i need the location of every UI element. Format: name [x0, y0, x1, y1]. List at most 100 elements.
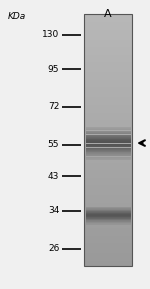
Bar [85, 133, 130, 134]
Bar [85, 159, 130, 160]
Bar [84, 37, 132, 40]
Bar [84, 228, 132, 231]
Bar [85, 157, 130, 158]
Bar [84, 19, 132, 22]
Bar [84, 168, 132, 170]
Bar [84, 14, 132, 266]
Bar [84, 165, 132, 168]
Bar [84, 201, 132, 203]
Bar [85, 153, 130, 154]
Bar [84, 115, 132, 118]
Bar [84, 253, 132, 256]
Bar [85, 216, 130, 217]
Bar [84, 85, 132, 87]
Bar [84, 155, 132, 158]
Bar [84, 188, 132, 190]
Bar [84, 127, 132, 130]
Bar [84, 248, 132, 251]
Bar [85, 146, 130, 147]
Bar [84, 92, 132, 95]
Bar [84, 203, 132, 205]
Bar [84, 97, 132, 100]
Bar [84, 148, 132, 150]
Bar [84, 170, 132, 173]
Bar [84, 60, 132, 62]
Bar [84, 22, 132, 25]
Bar [84, 213, 132, 216]
Bar [84, 145, 132, 148]
Bar [84, 256, 132, 258]
Bar [85, 131, 130, 132]
Bar [84, 130, 132, 133]
Bar [85, 158, 130, 159]
Bar [84, 42, 132, 45]
Bar [84, 45, 132, 47]
Bar [85, 222, 130, 223]
Bar [84, 138, 132, 140]
Text: 130: 130 [42, 30, 59, 39]
Bar [85, 215, 130, 216]
Bar [84, 211, 132, 213]
Bar [85, 208, 130, 209]
Bar [84, 223, 132, 226]
Bar [85, 224, 130, 225]
Bar [84, 158, 132, 160]
Bar [84, 67, 132, 70]
Bar [85, 213, 130, 214]
Bar [84, 32, 132, 35]
Bar [84, 218, 132, 221]
Bar [85, 128, 130, 129]
Bar [84, 75, 132, 77]
Bar [84, 186, 132, 188]
Bar [84, 180, 132, 183]
Bar [84, 35, 132, 37]
Bar [84, 62, 132, 65]
Bar [85, 149, 130, 150]
Bar [84, 153, 132, 155]
Bar [84, 160, 132, 163]
Bar [84, 14, 132, 17]
Bar [85, 132, 130, 133]
Bar [84, 123, 132, 125]
Bar [84, 175, 132, 178]
Bar [85, 137, 130, 138]
Bar [84, 120, 132, 123]
Bar [84, 143, 132, 145]
Bar [85, 144, 130, 145]
Bar [84, 47, 132, 50]
Bar [85, 154, 130, 155]
Bar [84, 241, 132, 243]
Bar [84, 17, 132, 19]
Bar [84, 231, 132, 233]
Bar [84, 135, 132, 138]
Bar [84, 140, 132, 143]
Bar [85, 207, 130, 208]
Bar [84, 205, 132, 208]
Bar [84, 125, 132, 128]
Bar [85, 145, 130, 146]
Bar [84, 173, 132, 175]
Bar [85, 223, 130, 224]
Text: 43: 43 [48, 172, 59, 181]
Bar [85, 140, 130, 141]
Bar [84, 55, 132, 57]
Bar [84, 133, 132, 135]
Bar [84, 70, 132, 72]
Bar [84, 57, 132, 60]
Bar [84, 52, 132, 55]
Text: 95: 95 [48, 65, 59, 74]
Bar [84, 208, 132, 211]
Bar [84, 77, 132, 80]
Bar [84, 25, 132, 27]
Bar [84, 233, 132, 236]
Bar [84, 108, 132, 110]
Bar [84, 27, 132, 29]
Bar [84, 90, 132, 92]
Text: 34: 34 [48, 206, 59, 216]
Bar [84, 193, 132, 195]
Bar [84, 80, 132, 82]
Bar [84, 150, 132, 153]
Text: KDa: KDa [8, 12, 26, 21]
Text: 55: 55 [48, 140, 59, 149]
Bar [84, 178, 132, 180]
